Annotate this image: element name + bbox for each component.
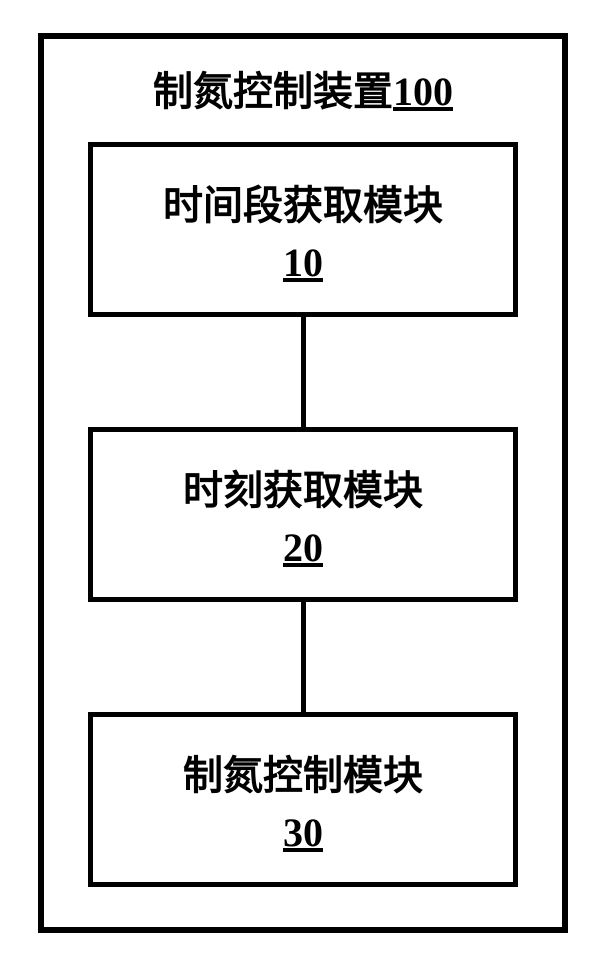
module-number-2: 20	[283, 524, 323, 571]
connector-1-2	[301, 317, 306, 427]
module-label-3: 制氮控制模块	[183, 743, 423, 801]
module-box-1: 时间段获取模块 10	[88, 142, 518, 317]
module-number-1: 10	[283, 239, 323, 286]
connector-2-3	[301, 602, 306, 712]
module-label-2: 时刻获取模块	[183, 458, 423, 516]
module-box-3: 制氮控制模块 30	[88, 712, 518, 887]
module-box-2: 时刻获取模块 20	[88, 427, 518, 602]
device-title-number: 100	[393, 69, 453, 114]
device-title: 制氮控制装置100	[153, 59, 453, 117]
device-title-text: 制氮控制装置	[153, 69, 393, 114]
device-container: 制氮控制装置100 时间段获取模块 10 时刻获取模块 20 制氮控制模块 30	[38, 33, 568, 933]
module-number-3: 30	[283, 809, 323, 856]
module-label-1: 时间段获取模块	[163, 173, 443, 231]
